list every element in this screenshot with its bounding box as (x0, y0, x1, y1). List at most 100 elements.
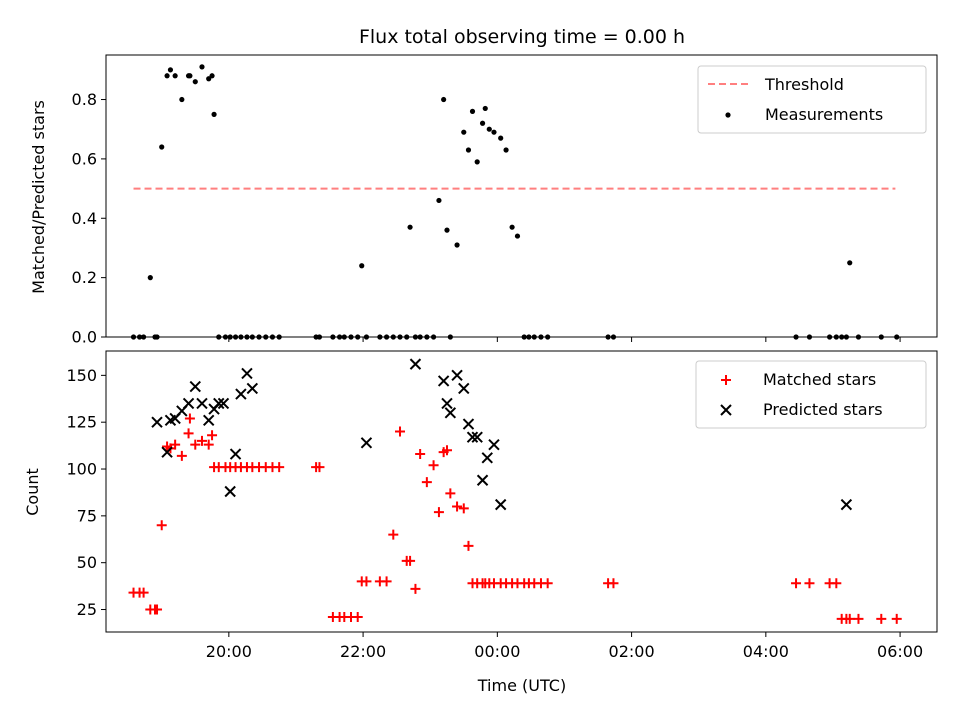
predicted-star-point (462, 418, 475, 430)
measurement-point (199, 64, 205, 70)
bottom-legend-box (695, 360, 927, 429)
measurement-point (164, 73, 170, 79)
matched-star-point (844, 613, 855, 624)
top-y-tick-label: 0.2 (72, 268, 97, 287)
predicted-star-point (246, 382, 259, 395)
matched-star-point (352, 612, 363, 623)
legend-matched-swatch (721, 375, 731, 385)
measurement-point (461, 129, 467, 135)
bottom-y-tick-label: 50 (77, 553, 97, 572)
predicted-star-point (409, 358, 422, 370)
measurement-point (474, 159, 480, 165)
measurement-point (498, 135, 504, 141)
predicted-star-point (196, 397, 208, 410)
matched-star-point (831, 578, 842, 589)
matched-star-point (152, 604, 163, 615)
bottom-y-axis-label: Count (23, 468, 42, 516)
measurement-point (209, 73, 215, 79)
measurement-point (444, 227, 450, 233)
measurement-point (363, 334, 370, 340)
matched-star-point (853, 613, 864, 624)
matched-star-point (804, 578, 815, 589)
matched-star-point (395, 426, 406, 437)
predicted-star-point (481, 452, 493, 464)
measurement-point (482, 105, 488, 112)
top-legend: Threshold Measurements (697, 65, 927, 134)
matched-star-point (138, 587, 149, 598)
bottom-x-tick-label: 00:00 (474, 642, 520, 661)
predicted-star-point (217, 397, 230, 410)
legend-matched-label: Matched stars (763, 370, 876, 389)
matched-star-point (433, 507, 444, 518)
matched-star-point (791, 578, 802, 589)
predicted-star-point (476, 474, 489, 486)
measurement-point (192, 79, 198, 85)
matched-star-point (542, 578, 553, 589)
predicted-star-point (488, 438, 500, 451)
measurement-point (827, 334, 833, 340)
matched-star-point (176, 450, 187, 461)
measurement-point (417, 334, 423, 340)
top-y-tick-label: 0.4 (72, 209, 97, 228)
measurement-point (441, 96, 447, 103)
measurement-point (206, 76, 212, 82)
measurement-point (172, 73, 178, 79)
measurement-point (847, 260, 853, 266)
matched-star-point (361, 576, 372, 587)
measurement-point (894, 334, 900, 340)
x-axis-label: Time (UTC) (477, 676, 566, 695)
measurement-point (514, 233, 521, 239)
bottom-x-tick-label: 04:00 (743, 642, 789, 661)
legend-measurements-swatch (725, 112, 731, 118)
matched-star-point (183, 428, 194, 439)
legend-threshold-label: Threshold (764, 75, 844, 94)
measurement-point (330, 334, 336, 340)
measurement-point (359, 263, 365, 269)
matched-star-point (463, 540, 474, 551)
matched-star-point (421, 477, 432, 488)
measurement-point (154, 334, 160, 340)
measurement-point (503, 147, 509, 153)
predicted-star-point (437, 375, 450, 387)
measurement-point (211, 111, 217, 117)
bottom-y-tick-label: 100 (66, 460, 97, 479)
measurement-point (232, 334, 239, 340)
measurement-point (244, 334, 250, 340)
top-y-tick-label: 0.8 (72, 90, 97, 109)
top-plot-frame (105, 54, 938, 338)
matched-star-point (410, 583, 421, 594)
top-legend-box (697, 65, 927, 134)
predicted-star-point (189, 380, 201, 393)
matched-star-point (405, 555, 416, 566)
measurement-point (509, 224, 515, 230)
measurement-point (839, 334, 845, 340)
measurement-point (454, 242, 460, 248)
bottom-x-tick-label: 22:00 (340, 642, 386, 661)
matched-star-point (445, 488, 456, 499)
predicted-star-point (161, 446, 173, 458)
measurement-point (465, 147, 472, 153)
predicted-star-point (241, 367, 253, 380)
measurement-point (269, 334, 276, 340)
measurement-point (526, 334, 532, 340)
measurement-point (469, 108, 476, 114)
measurement-point (136, 334, 143, 340)
measurement-point (316, 334, 323, 340)
bottom-x-tick-label: 02:00 (609, 642, 655, 661)
predicted-star-point (151, 416, 163, 428)
measurement-point (256, 334, 262, 340)
top-panel: 0.0 0.2 0.4 0.6 0.8 Threshold Measurements (72, 54, 938, 347)
measurement-point (140, 334, 147, 340)
matched-star-point (441, 445, 452, 456)
matched-star-point (388, 529, 399, 540)
matched-star-point (381, 576, 392, 587)
chart-title: Flux total observing time = 0.00 h (359, 26, 685, 48)
legend-predicted-label: Predicted stars (763, 400, 883, 419)
measurement-point (397, 334, 403, 340)
measurement-point (479, 120, 486, 126)
bottom-legend: Matched stars Predicted stars (695, 360, 927, 429)
measurement-point (610, 334, 617, 340)
measurement-point (878, 334, 884, 340)
predicted-star-point (235, 388, 247, 400)
measurement-point (276, 334, 282, 340)
